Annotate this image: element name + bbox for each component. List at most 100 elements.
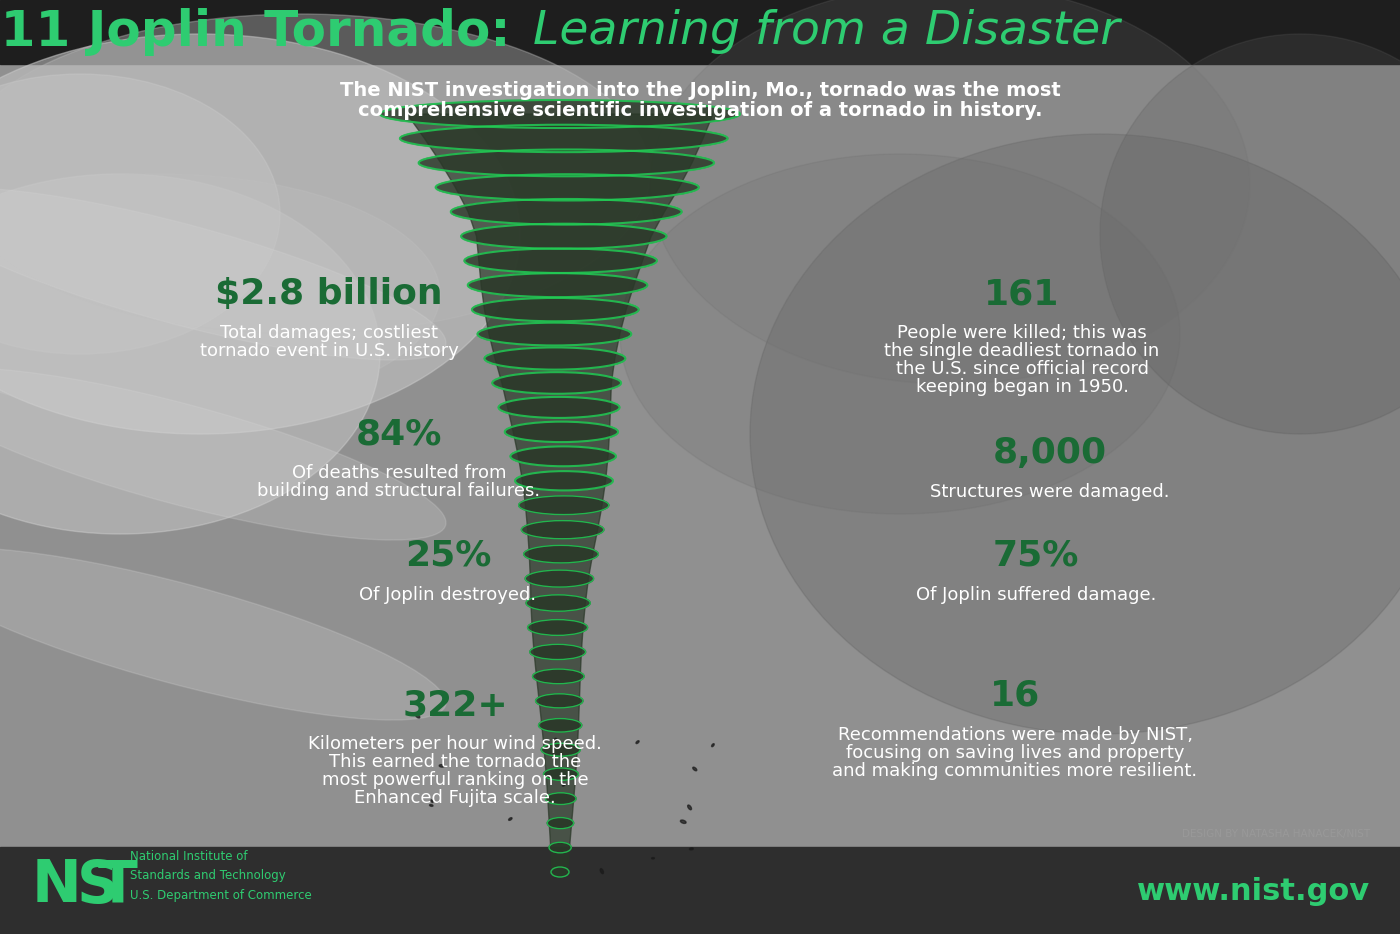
Ellipse shape [477,322,631,346]
Ellipse shape [518,496,609,515]
Ellipse shape [525,570,594,587]
Text: This earned the tornado the: This earned the tornado the [329,753,581,771]
Text: $2.8 billion: $2.8 billion [216,277,442,311]
Text: 322+: 322+ [402,688,508,722]
Ellipse shape [552,867,568,877]
Text: the single deadliest tornado in: the single deadliest tornado in [885,342,1159,361]
Text: S: S [77,857,119,914]
Ellipse shape [521,520,603,539]
Ellipse shape [440,765,444,767]
Ellipse shape [689,848,693,850]
Ellipse shape [416,715,420,718]
Ellipse shape [472,298,638,321]
Bar [0,0,1400,64]
Text: Recommendations were made by NIST,: Recommendations were made by NIST, [837,726,1193,743]
Ellipse shape [601,869,603,873]
Ellipse shape [430,804,433,806]
Text: Learning from a Disaster: Learning from a Disaster [518,9,1120,54]
Ellipse shape [515,471,613,490]
Text: Total damages; costliest: Total damages; costliest [220,324,438,342]
Ellipse shape [0,174,379,534]
Text: 16: 16 [990,679,1040,713]
Text: National Institute of
Standards and Technology
U.S. Department of Commerce: National Institute of Standards and Tech… [130,851,312,901]
Text: and making communities more resilient.: and making communities more resilient. [833,762,1197,780]
Ellipse shape [431,800,433,802]
Ellipse shape [711,743,714,746]
Ellipse shape [536,694,582,708]
Text: DESIGN BY NATASHA HANACEK/NIST: DESIGN BY NATASHA HANACEK/NIST [1182,829,1371,839]
Ellipse shape [0,74,280,354]
Bar [0,847,1400,934]
Ellipse shape [419,149,714,177]
Ellipse shape [529,644,585,659]
Text: The 2011 Joplin Tornado:: The 2011 Joplin Tornado: [0,8,510,56]
Ellipse shape [0,174,440,414]
Text: the U.S. since official record: the U.S. since official record [896,361,1148,378]
Ellipse shape [0,368,447,540]
Ellipse shape [508,817,512,820]
Ellipse shape [543,768,578,780]
Ellipse shape [620,154,1180,514]
Text: comprehensive scientific investigation of a tornado in history.: comprehensive scientific investigation o… [358,102,1042,120]
Text: N: N [32,857,81,914]
Text: tornado event in U.S. history: tornado event in U.S. history [200,342,458,361]
Text: 8,000: 8,000 [993,436,1107,470]
Text: The NIST investigation into the Joplin, Mo., tornado was the most: The NIST investigation into the Joplin, … [340,80,1060,100]
Ellipse shape [498,397,620,417]
Ellipse shape [524,545,598,563]
Ellipse shape [532,669,584,684]
Text: Of Joplin suffered damage.: Of Joplin suffered damage. [916,586,1156,603]
Ellipse shape [484,347,626,370]
Text: 84%: 84% [356,417,442,451]
Ellipse shape [400,125,728,152]
Text: keeping began in 1950.: keeping began in 1950. [916,378,1128,396]
Ellipse shape [549,842,571,853]
Ellipse shape [539,718,582,732]
Text: T: T [98,857,137,914]
Ellipse shape [636,741,640,743]
Text: most powerful ranking on the: most powerful ranking on the [322,771,588,789]
Ellipse shape [0,14,650,334]
Ellipse shape [468,273,647,297]
Text: Of deaths resulted from: Of deaths resulted from [291,464,507,482]
Ellipse shape [0,188,447,360]
Text: People were killed; this was: People were killed; this was [897,324,1147,342]
Text: I: I [60,857,81,914]
Text: Kilometers per hour wind speed.: Kilometers per hour wind speed. [308,735,602,753]
Ellipse shape [526,595,591,611]
Ellipse shape [650,0,1250,384]
Ellipse shape [493,372,622,394]
Ellipse shape [563,785,564,786]
Text: 25%: 25% [405,539,491,573]
Ellipse shape [546,793,575,804]
Polygon shape [407,114,713,872]
Text: Enhanced Fujita scale.: Enhanced Fujita scale. [354,789,556,807]
Ellipse shape [693,767,697,771]
Text: 75%: 75% [993,539,1079,573]
Bar [29,863,123,918]
Ellipse shape [687,805,692,810]
Ellipse shape [750,134,1400,734]
Ellipse shape [553,739,557,743]
Ellipse shape [680,820,686,824]
Ellipse shape [505,421,617,442]
Text: Of Joplin destroyed.: Of Joplin destroyed. [360,586,536,603]
Text: Structures were damaged.: Structures were damaged. [930,483,1170,501]
Ellipse shape [0,34,519,434]
Ellipse shape [542,743,580,757]
Ellipse shape [511,446,616,466]
Ellipse shape [435,175,699,201]
Ellipse shape [451,199,682,225]
Ellipse shape [461,224,666,248]
Ellipse shape [465,248,657,273]
Ellipse shape [651,857,654,859]
Ellipse shape [379,100,741,128]
Text: 161: 161 [984,277,1060,311]
Text: building and structural failures.: building and structural failures. [258,482,540,501]
Text: www.nist.gov: www.nist.gov [1137,876,1371,905]
Ellipse shape [1100,34,1400,434]
Text: focusing on saving lives and property: focusing on saving lives and property [846,743,1184,762]
Ellipse shape [547,817,574,828]
Ellipse shape [528,619,588,635]
Ellipse shape [0,548,447,720]
